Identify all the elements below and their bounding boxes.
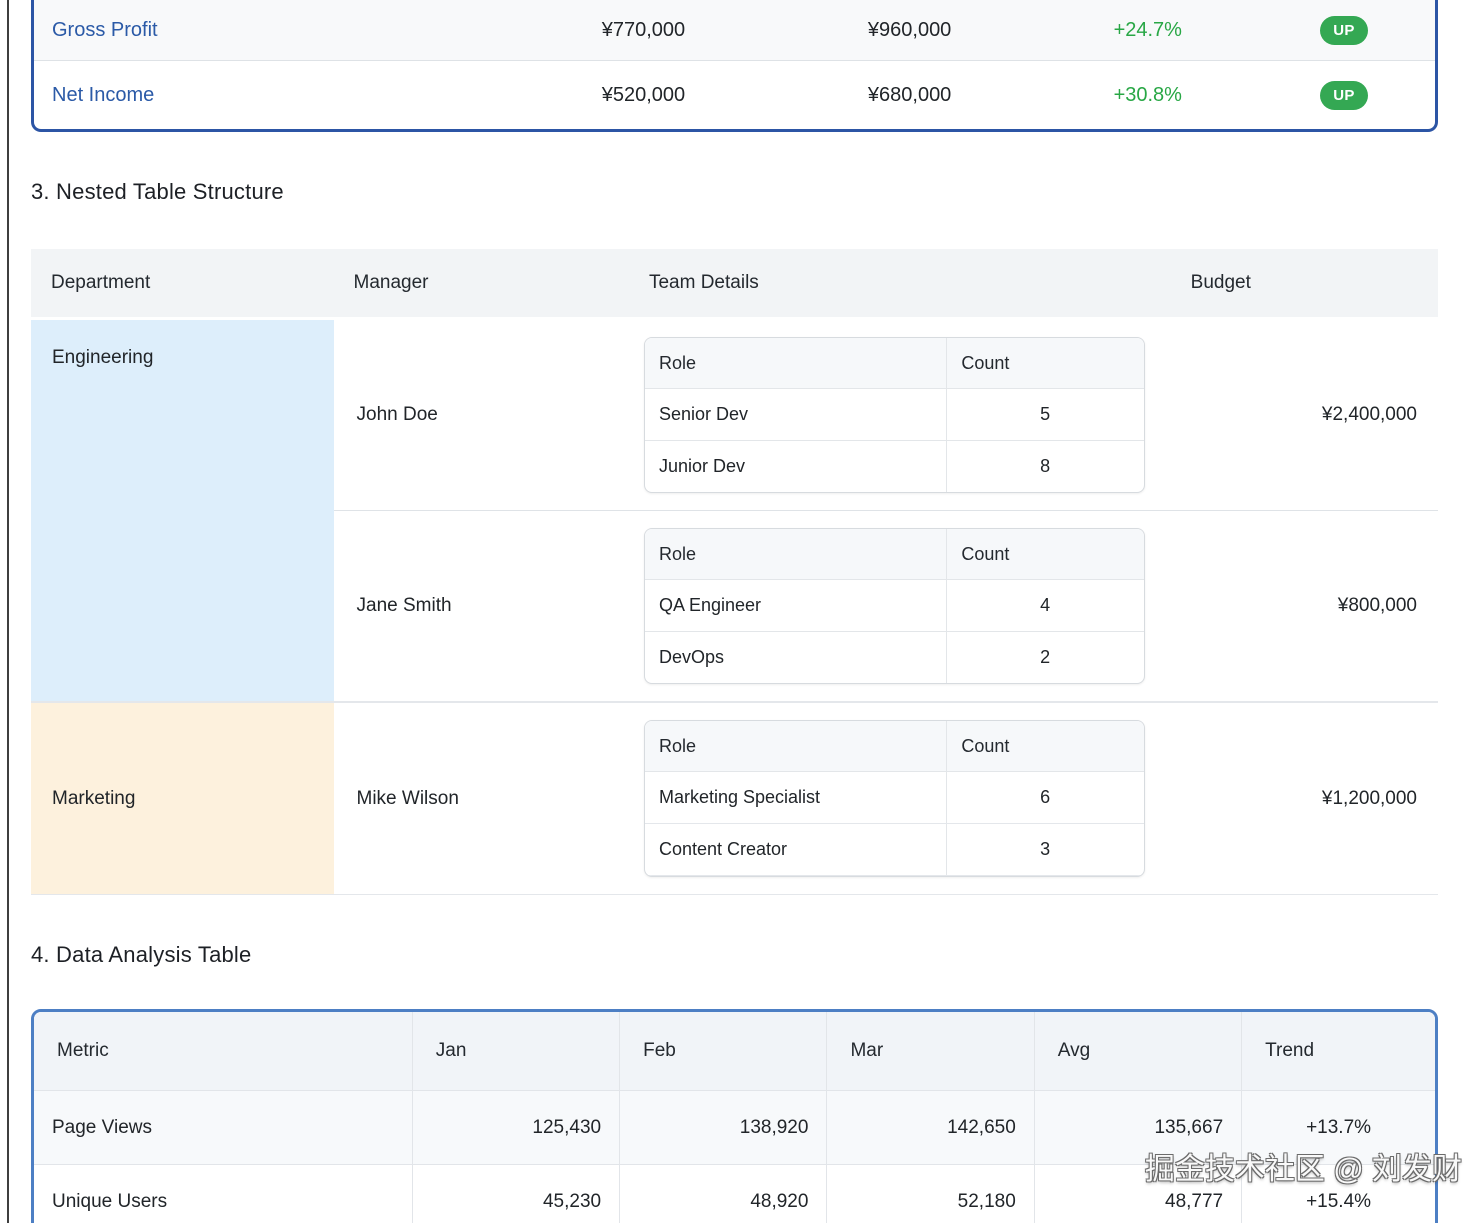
count-cell: 5 bbox=[946, 388, 1144, 441]
column-header-trend: Trend bbox=[1241, 1012, 1435, 1091]
watermark: 掘金技术社区 @ 刘发财 bbox=[1144, 1153, 1462, 1186]
section-heading-data-analysis: 4. Data Analysis Table bbox=[31, 942, 252, 967]
value-cell-feb: 138,920 bbox=[619, 1090, 827, 1165]
nested-header-row: Role Count bbox=[644, 529, 1144, 580]
table-row: Engineering John Doe Role Count Senior D… bbox=[31, 318, 1438, 702]
column-header-manager: Manager bbox=[333, 249, 629, 320]
value-cell-jan: 45,230 bbox=[411, 1164, 620, 1223]
badge-cell: UP bbox=[1253, 0, 1435, 61]
value-cell-avg: 48,777 bbox=[1033, 1164, 1242, 1223]
value-cell-mar: 142,650 bbox=[826, 1090, 1035, 1165]
column-header-team-details: Team Details bbox=[628, 249, 1171, 320]
nested-row: Junior Dev 8 bbox=[644, 440, 1144, 492]
count-cell: 8 bbox=[946, 440, 1144, 492]
manager-cell: Jane Smith bbox=[333, 510, 629, 702]
current-value: ¥960,000 bbox=[867, 18, 952, 41]
nested-header-count: Count bbox=[946, 529, 1144, 580]
nested-header-row: Role Count bbox=[644, 338, 1144, 389]
nested-row: DevOps 2 bbox=[644, 631, 1144, 683]
table-row: Gross Profit ¥770,000 ¥960,000 +24.7% UP bbox=[34, 0, 1435, 61]
count-cell: 2 bbox=[946, 631, 1144, 683]
nested-roles-table: Role Count QA Engineer 4 DevOps 2 bbox=[643, 528, 1145, 684]
nested-header-count: Count bbox=[946, 721, 1144, 772]
team-details-cell: Role Count Marketing Specialist 6 Conten… bbox=[628, 701, 1171, 895]
team-details-cell: Role Count Senior Dev 5 Junior Dev 8 bbox=[629, 319, 1171, 511]
table-row: Marketing Mike Wilson Role Count Marketi… bbox=[31, 701, 1438, 895]
manager-cell: Mike Wilson bbox=[333, 701, 629, 895]
table-row: Net Income ¥520,000 ¥680,000 +30.8% UP bbox=[34, 60, 1435, 129]
count-cell: 6 bbox=[946, 771, 1144, 824]
role-cell: Junior Dev bbox=[644, 440, 948, 492]
metric-cell: Page Views bbox=[34, 1090, 413, 1165]
role-cell: Content Creator bbox=[644, 823, 948, 876]
table-header-row: Metric Jan Feb Mar Avg Trend bbox=[34, 1012, 1435, 1091]
value-cell-feb: 48,920 bbox=[619, 1164, 827, 1223]
column-header-mar: Mar bbox=[826, 1012, 1035, 1091]
badge-cell: UP bbox=[1252, 60, 1435, 129]
metric-cell: Unique Users bbox=[34, 1164, 413, 1223]
value-cell-jan: 125,430 bbox=[411, 1090, 620, 1165]
metric-label: Gross Profit bbox=[52, 18, 158, 41]
value-cell-mar: 52,180 bbox=[826, 1164, 1035, 1223]
budget-cell: ¥800,000 bbox=[1170, 510, 1438, 702]
nested-row: Marketing Specialist 6 bbox=[644, 771, 1144, 824]
table-row: Jane Smith Role Count QA Engineer 4 bbox=[31, 510, 1438, 702]
column-header-avg: Avg bbox=[1033, 1012, 1242, 1091]
column-header-feb: Feb bbox=[619, 1012, 827, 1091]
table-row: Unique Users 45,230 48,920 52,180 48,777… bbox=[34, 1164, 1435, 1223]
team-details-cell: Role Count QA Engineer 4 DevOps 2 bbox=[628, 510, 1171, 702]
nested-row: QA Engineer 4 bbox=[644, 579, 1144, 632]
nested-row: Content Creator 3 bbox=[644, 823, 1144, 876]
nested-roles-table: Role Count Marketing Specialist 6 Conten… bbox=[643, 720, 1145, 877]
nested-header-role: Role bbox=[644, 721, 948, 772]
metric-label: Net Income bbox=[34, 60, 511, 129]
department-cell-marketing: Marketing bbox=[31, 701, 334, 895]
previous-value: ¥520,000 bbox=[510, 60, 777, 129]
table-header-row: Department Manager Team Details Budget bbox=[31, 249, 1438, 320]
count-cell: 3 bbox=[946, 823, 1144, 876]
value-cell-avg: 135,667 bbox=[1033, 1090, 1242, 1165]
nested-header-row: Role Count bbox=[644, 721, 1144, 772]
nested-structure-table: Department Manager Team Details Budget E… bbox=[31, 249, 1438, 895]
nested-row: Senior Dev 5 bbox=[644, 388, 1144, 441]
up-badge: UP bbox=[1320, 80, 1368, 110]
change-percent: +24.7% bbox=[1113, 18, 1182, 41]
table-row: Page Views 125,430 138,920 142,650 135,6… bbox=[34, 1090, 1435, 1165]
nested-header-role: Role bbox=[644, 529, 948, 580]
page-left-border bbox=[7, 0, 9, 1223]
role-cell: DevOps bbox=[644, 631, 948, 683]
count-cell: 4 bbox=[946, 579, 1144, 632]
column-header-metric: Metric bbox=[34, 1012, 413, 1091]
column-header-jan: Jan bbox=[411, 1012, 620, 1091]
role-cell: QA Engineer bbox=[644, 579, 948, 632]
up-badge: UP bbox=[1320, 15, 1368, 45]
column-header-budget: Budget bbox=[1170, 249, 1438, 320]
trend-cell: +13.7% bbox=[1241, 1090, 1435, 1165]
manager-cell: John Doe bbox=[356, 404, 438, 425]
section-heading-nested-table: 3. Nested Table Structure bbox=[31, 179, 284, 204]
data-analysis-table: Metric Jan Feb Mar Avg Trend Page Views … bbox=[31, 1009, 1438, 1223]
financial-summary-table: Gross Profit ¥770,000 ¥960,000 +24.7% UP… bbox=[31, 0, 1438, 132]
current-value: ¥680,000 bbox=[776, 60, 1043, 129]
nested-roles-table: Role Count Senior Dev 5 Junior Dev 8 bbox=[643, 337, 1145, 493]
budget-cell: ¥1,200,000 bbox=[1170, 701, 1438, 895]
nested-header-count: Count bbox=[946, 338, 1144, 389]
role-cell: Marketing Specialist bbox=[644, 771, 948, 824]
department-cell-engineering: Engineering bbox=[31, 318, 334, 702]
column-header-department: Department bbox=[31, 249, 334, 320]
trend-cell: +15.4% bbox=[1241, 1164, 1435, 1223]
page-content: Gross Profit ¥770,000 ¥960,000 +24.7% UP… bbox=[31, 0, 1438, 1223]
role-cell: Senior Dev bbox=[644, 388, 948, 441]
budget-cell: ¥2,400,000 bbox=[1321, 404, 1417, 425]
nested-header-role: Role bbox=[644, 338, 948, 389]
previous-value: ¥770,000 bbox=[601, 18, 686, 41]
change-percent: +30.8% bbox=[1042, 60, 1253, 129]
